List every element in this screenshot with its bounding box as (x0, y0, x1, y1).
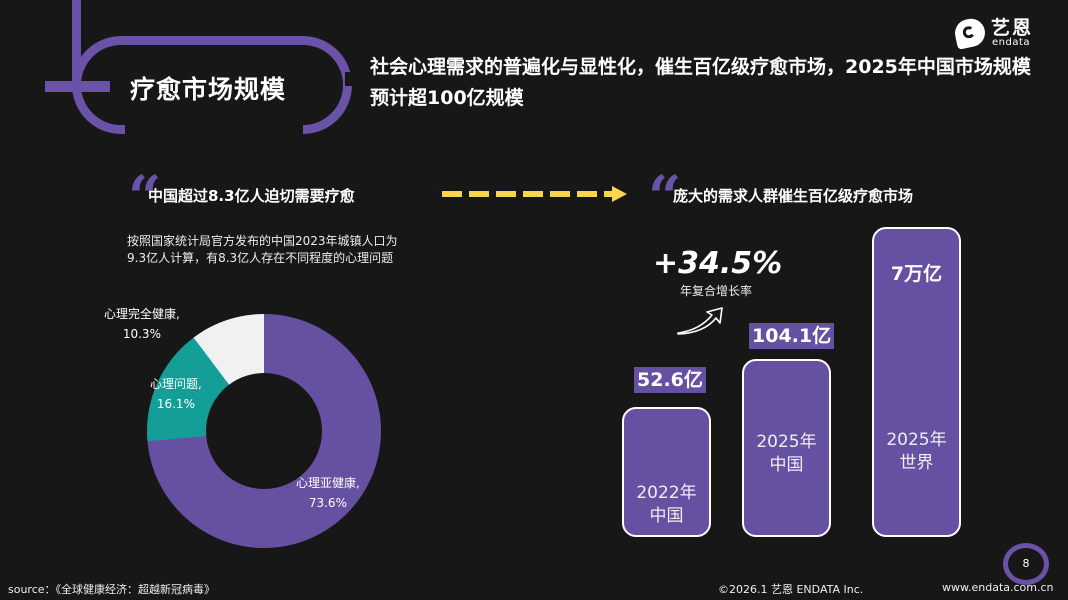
donut-label-subhealthy: 心理亚健康, 73.6% (296, 476, 360, 510)
header-horizontal-bar (45, 81, 110, 92)
bar-label: 2025年 中国 (756, 432, 817, 475)
bar-2025-world: 7万亿 2025年 世界 (872, 227, 961, 537)
header-frame-gap (345, 72, 357, 86)
bar-value-2025-world: 7万亿 (890, 263, 943, 285)
endata-logo: 艺恩 endata (952, 16, 1055, 51)
bar-2025-china: 2025年 中国 (742, 359, 831, 537)
right-subhead: 庞大的需求人群催生百亿级疗愈市场 (673, 187, 914, 205)
donut-label-problem: 心理问题, 16.1% (150, 377, 202, 411)
quote-mark-icon: “ (128, 163, 162, 231)
header-vertical-line (72, 0, 81, 92)
section-title: 疗愈市场规模 (130, 75, 287, 104)
bar-value-2022-china: 52.6亿 (634, 367, 706, 393)
source-note: source：《全球健康经济：超越新冠病毒》 (8, 583, 216, 596)
bar-2022-china: 2022年 中国 (622, 407, 711, 537)
growth-arrow-icon (677, 307, 723, 335)
page-headline: 社会心理需求的普遍化与显性化，催生百亿级疗愈市场，2025年中国市场规模预计超1… (370, 56, 1031, 109)
bar-label: 2022年 中国 (636, 483, 697, 526)
logo-text-en: endata (992, 37, 1031, 48)
cagr-label: 年复合增长率 (680, 284, 753, 298)
quote-mark-icon: “ (648, 163, 682, 231)
website-link[interactable]: www.endata.com.cn (942, 581, 1054, 594)
donut-label-healthy: 心理完全健康, 10.3% (104, 307, 180, 341)
logo-text-cn: 艺恩 (991, 17, 1034, 39)
cagr-value: +34.5% (653, 246, 783, 281)
header-frame-gap (125, 120, 303, 140)
left-subhead: 中国超过8.3亿人迫切需要疗愈 (148, 187, 355, 205)
left-description: 按照国家统计局官方发布的中国2023年城镇人口为9.3亿人计算，有8.3亿人存在… (127, 234, 398, 265)
dashed-arrow-icon (442, 186, 627, 202)
bar-value-2025-china: 104.1亿 (749, 323, 835, 349)
page-number: 8 (1003, 543, 1049, 585)
bar-label: 2025年 世界 (886, 430, 947, 473)
donut-hole (206, 373, 322, 489)
endata-logo-icon (952, 16, 988, 50)
copyright: ©2026.1 艺恩 ENDATA Inc. (718, 583, 864, 596)
